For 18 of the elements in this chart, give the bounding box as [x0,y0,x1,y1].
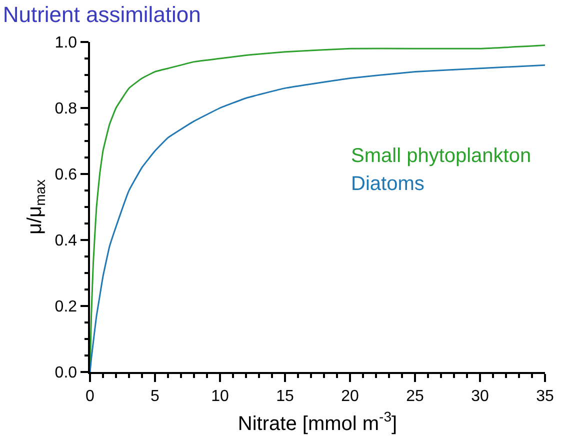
x-tick-label: 10 [211,388,229,405]
y-tick-label: 0.4 [54,232,78,250]
x-tick-label: 25 [406,388,424,405]
x-tick-label: 0 [86,388,95,405]
x-tick-label: 5 [150,388,160,405]
x-tick-label: 15 [276,388,294,405]
y-tick-label: 0.8 [54,100,78,118]
x-tick-label: 35 [536,388,554,405]
text: Diatoms [351,173,424,195]
y-tick-label: 0.0 [54,364,78,382]
x-tick-label: 20 [341,388,359,405]
y-tick-label: 0.2 [54,298,78,316]
chart-title: Nutrient assimilation [2,2,201,28]
x-tick-label: 30 [471,388,489,405]
text: Small phytoplankton [351,145,532,167]
y-tick-label: 1.0 [54,34,78,52]
x-axis-title: Nitrate [mmol m$^{-3}$] [238,408,398,435]
y-tick-label: 0.6 [54,166,78,184]
